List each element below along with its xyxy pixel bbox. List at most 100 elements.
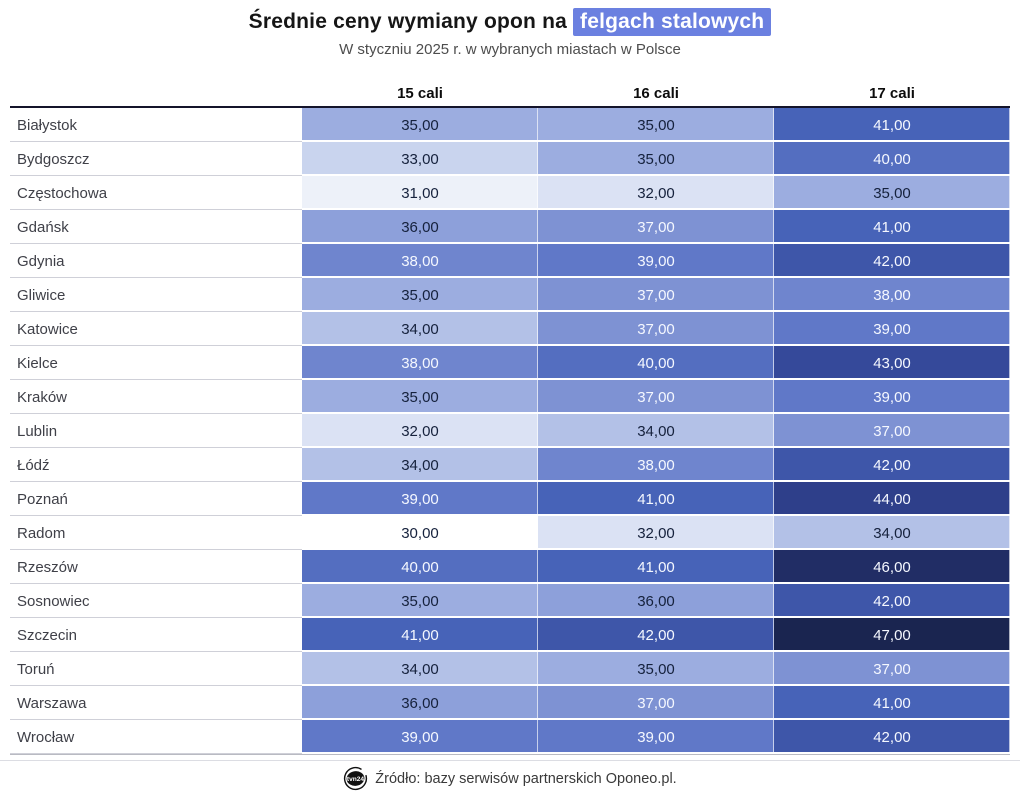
bottom-divider — [0, 760, 1020, 761]
city-label: Sosnowiec — [10, 584, 302, 618]
value-cell: 41,00 — [774, 686, 1010, 720]
city-label: Gdynia — [10, 244, 302, 278]
value-cell: 32,00 — [538, 176, 774, 210]
value-cell: 37,00 — [538, 380, 774, 414]
value-cell: 32,00 — [302, 414, 538, 448]
table-row: Sosnowiec 35,00 36,00 42,00 — [10, 584, 1010, 618]
value-cell: 35,00 — [538, 142, 774, 176]
value-cell: 44,00 — [774, 482, 1010, 516]
value-cell: 47,00 — [774, 618, 1010, 652]
table-row: Radom 30,00 32,00 34,00 — [10, 516, 1010, 550]
column-header-16: 16 cali — [633, 84, 679, 102]
value-cell: 40,00 — [774, 142, 1010, 176]
value-cell: 35,00 — [302, 278, 538, 312]
value-cell: 41,00 — [774, 108, 1010, 142]
svg-text:tvn24: tvn24 — [347, 776, 365, 783]
value-cell: 35,00 — [302, 108, 538, 142]
value-cell: 37,00 — [774, 414, 1010, 448]
table-row: Wrocław 39,00 39,00 42,00 — [10, 720, 1010, 754]
value-cell: 41,00 — [538, 550, 774, 584]
table-row: Białystok 35,00 35,00 41,00 — [10, 108, 1010, 142]
city-label: Gdańsk — [10, 210, 302, 244]
value-cell: 35,00 — [774, 176, 1010, 210]
value-cell: 41,00 — [774, 210, 1010, 244]
city-label: Warszawa — [10, 686, 302, 720]
value-cell: 46,00 — [774, 550, 1010, 584]
value-cell: 41,00 — [302, 618, 538, 652]
city-label: Szczecin — [10, 618, 302, 652]
table-row: Toruń 34,00 35,00 37,00 — [10, 652, 1010, 686]
page-title: Średnie ceny wymiany opon na felgach sta… — [0, 8, 1020, 36]
value-cell: 37,00 — [538, 312, 774, 346]
value-cell: 40,00 — [302, 550, 538, 584]
value-cell: 33,00 — [302, 142, 538, 176]
value-cell: 34,00 — [774, 516, 1010, 550]
value-cell: 35,00 — [538, 652, 774, 686]
city-label: Toruń — [10, 652, 302, 686]
value-cell: 35,00 — [302, 584, 538, 618]
title-highlight: felgach stalowych — [573, 8, 772, 36]
value-cell: 32,00 — [538, 516, 774, 550]
city-label: Kielce — [10, 346, 302, 380]
value-cell: 39,00 — [538, 720, 774, 754]
city-label: Gliwice — [10, 278, 302, 312]
city-label: Radom — [10, 516, 302, 550]
table-row: Katowice 34,00 37,00 39,00 — [10, 312, 1010, 346]
city-label: Częstochowa — [10, 176, 302, 210]
source-label: Źródło: bazy serwisów partnerskich Opone… — [375, 770, 677, 787]
city-label: Białystok — [10, 108, 302, 142]
page-subtitle: W styczniu 2025 r. w wybranych miastach … — [339, 41, 681, 58]
chart-header: Średnie ceny wymiany opon na felgach sta… — [0, 0, 1020, 58]
value-cell: 34,00 — [302, 652, 538, 686]
value-cell: 43,00 — [774, 346, 1010, 380]
table-row: Szczecin 41,00 42,00 47,00 — [10, 618, 1010, 652]
column-header-row: 15 cali 16 cali 17 cali — [10, 80, 1010, 106]
city-label: Bydgoszcz — [10, 142, 302, 176]
table-row: Kielce 38,00 40,00 43,00 — [10, 346, 1010, 380]
table-row: Warszawa 36,00 37,00 41,00 — [10, 686, 1010, 720]
tvn24-logo-icon: tvn24 — [344, 766, 368, 791]
table-row: Gdynia 38,00 39,00 42,00 — [10, 244, 1010, 278]
value-cell: 38,00 — [302, 346, 538, 380]
value-cell: 42,00 — [774, 448, 1010, 482]
value-cell: 34,00 — [538, 414, 774, 448]
value-cell: 37,00 — [774, 652, 1010, 686]
value-cell: 38,00 — [302, 244, 538, 278]
value-cell: 42,00 — [538, 618, 774, 652]
value-cell: 35,00 — [538, 108, 774, 142]
value-cell: 39,00 — [774, 312, 1010, 346]
city-label: Lublin — [10, 414, 302, 448]
value-cell: 35,00 — [302, 380, 538, 414]
value-cell: 37,00 — [538, 686, 774, 720]
value-cell: 31,00 — [302, 176, 538, 210]
source-footer: tvn24 Źródło: bazy serwisów partnerskich… — [0, 766, 1020, 791]
value-cell: 34,00 — [302, 448, 538, 482]
value-cell: 39,00 — [774, 380, 1010, 414]
table-row: Rzeszów 40,00 41,00 46,00 — [10, 550, 1010, 584]
city-label: Katowice — [10, 312, 302, 346]
table-row: Gliwice 35,00 37,00 38,00 — [10, 278, 1010, 312]
value-cell: 34,00 — [302, 312, 538, 346]
value-cell: 36,00 — [302, 210, 538, 244]
value-cell: 42,00 — [774, 584, 1010, 618]
value-cell: 36,00 — [538, 584, 774, 618]
table-row: Lublin 32,00 34,00 37,00 — [10, 414, 1010, 448]
table-row: Bydgoszcz 33,00 35,00 40,00 — [10, 142, 1010, 176]
heatmap-grid: Białystok 35,00 35,00 41,00 Bydgoszcz 33,00 35… — [10, 106, 1010, 755]
value-cell: 30,00 — [302, 516, 538, 550]
table-row: Kraków 35,00 37,00 39,00 — [10, 380, 1010, 414]
value-cell: 41,00 — [538, 482, 774, 516]
value-cell: 37,00 — [538, 278, 774, 312]
city-label: Kraków — [10, 380, 302, 414]
value-cell: 36,00 — [302, 686, 538, 720]
value-cell: 39,00 — [538, 244, 774, 278]
value-cell: 37,00 — [538, 210, 774, 244]
column-header-17: 17 cali — [869, 84, 915, 102]
city-label: Poznań — [10, 482, 302, 516]
city-label: Rzeszów — [10, 550, 302, 584]
value-cell: 38,00 — [538, 448, 774, 482]
table-row: Częstochowa 31,00 32,00 35,00 — [10, 176, 1010, 210]
value-cell: 39,00 — [302, 720, 538, 754]
table-row: Poznań 39,00 41,00 44,00 — [10, 482, 1010, 516]
